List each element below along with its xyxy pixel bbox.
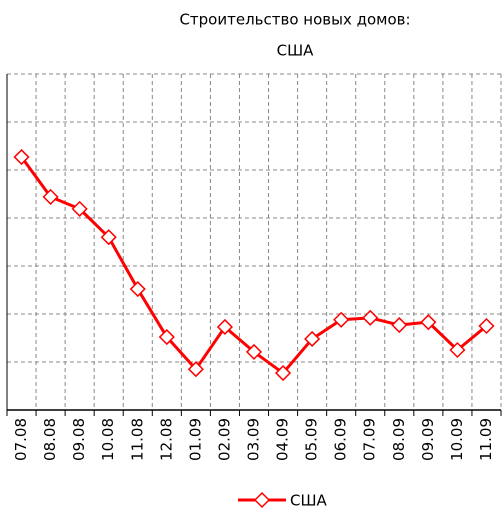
x-tick-label: 09.08 xyxy=(70,418,88,461)
x-tick-label: 03.09 xyxy=(245,418,263,461)
x-tick-label: 08.09 xyxy=(390,418,408,461)
x-tick-label: 08.08 xyxy=(41,418,59,461)
x-tick-label: 10.09 xyxy=(448,418,466,461)
x-tick-label: 04.09 xyxy=(274,418,292,461)
x-tick-label: 09.09 xyxy=(419,418,437,461)
point xyxy=(42,188,59,205)
x-tick-label: 06.09 xyxy=(332,418,350,461)
point xyxy=(13,148,30,166)
point xyxy=(362,309,379,326)
point xyxy=(71,200,88,217)
point xyxy=(216,318,234,336)
point xyxy=(129,280,146,298)
legend-marker xyxy=(253,491,271,509)
x-tick-label: 12.08 xyxy=(157,418,175,461)
point xyxy=(420,314,437,331)
x-tick-label: 07.09 xyxy=(361,418,379,461)
point xyxy=(333,311,350,328)
x-tick-label: 02.09 xyxy=(215,418,233,461)
point xyxy=(187,361,204,378)
x-tick-label: 07.08 xyxy=(12,418,30,461)
chart-title: Строительство новых домов: xyxy=(179,11,410,29)
chart-title: США xyxy=(277,42,315,60)
point xyxy=(274,364,292,382)
x-tick-label: 01.09 xyxy=(186,418,204,461)
x-tick-label: 11.08 xyxy=(128,418,146,461)
point xyxy=(449,341,466,359)
series-line xyxy=(20,156,488,375)
point xyxy=(100,229,117,246)
x-tick-label: 11.09 xyxy=(477,418,495,461)
x-tick-label: 05.09 xyxy=(303,418,321,461)
point xyxy=(478,317,495,335)
point xyxy=(391,316,408,334)
point xyxy=(304,330,321,348)
legend-label: США xyxy=(290,492,328,510)
point xyxy=(158,328,175,346)
x-tick-label: 10.08 xyxy=(99,418,117,461)
point xyxy=(245,343,263,360)
